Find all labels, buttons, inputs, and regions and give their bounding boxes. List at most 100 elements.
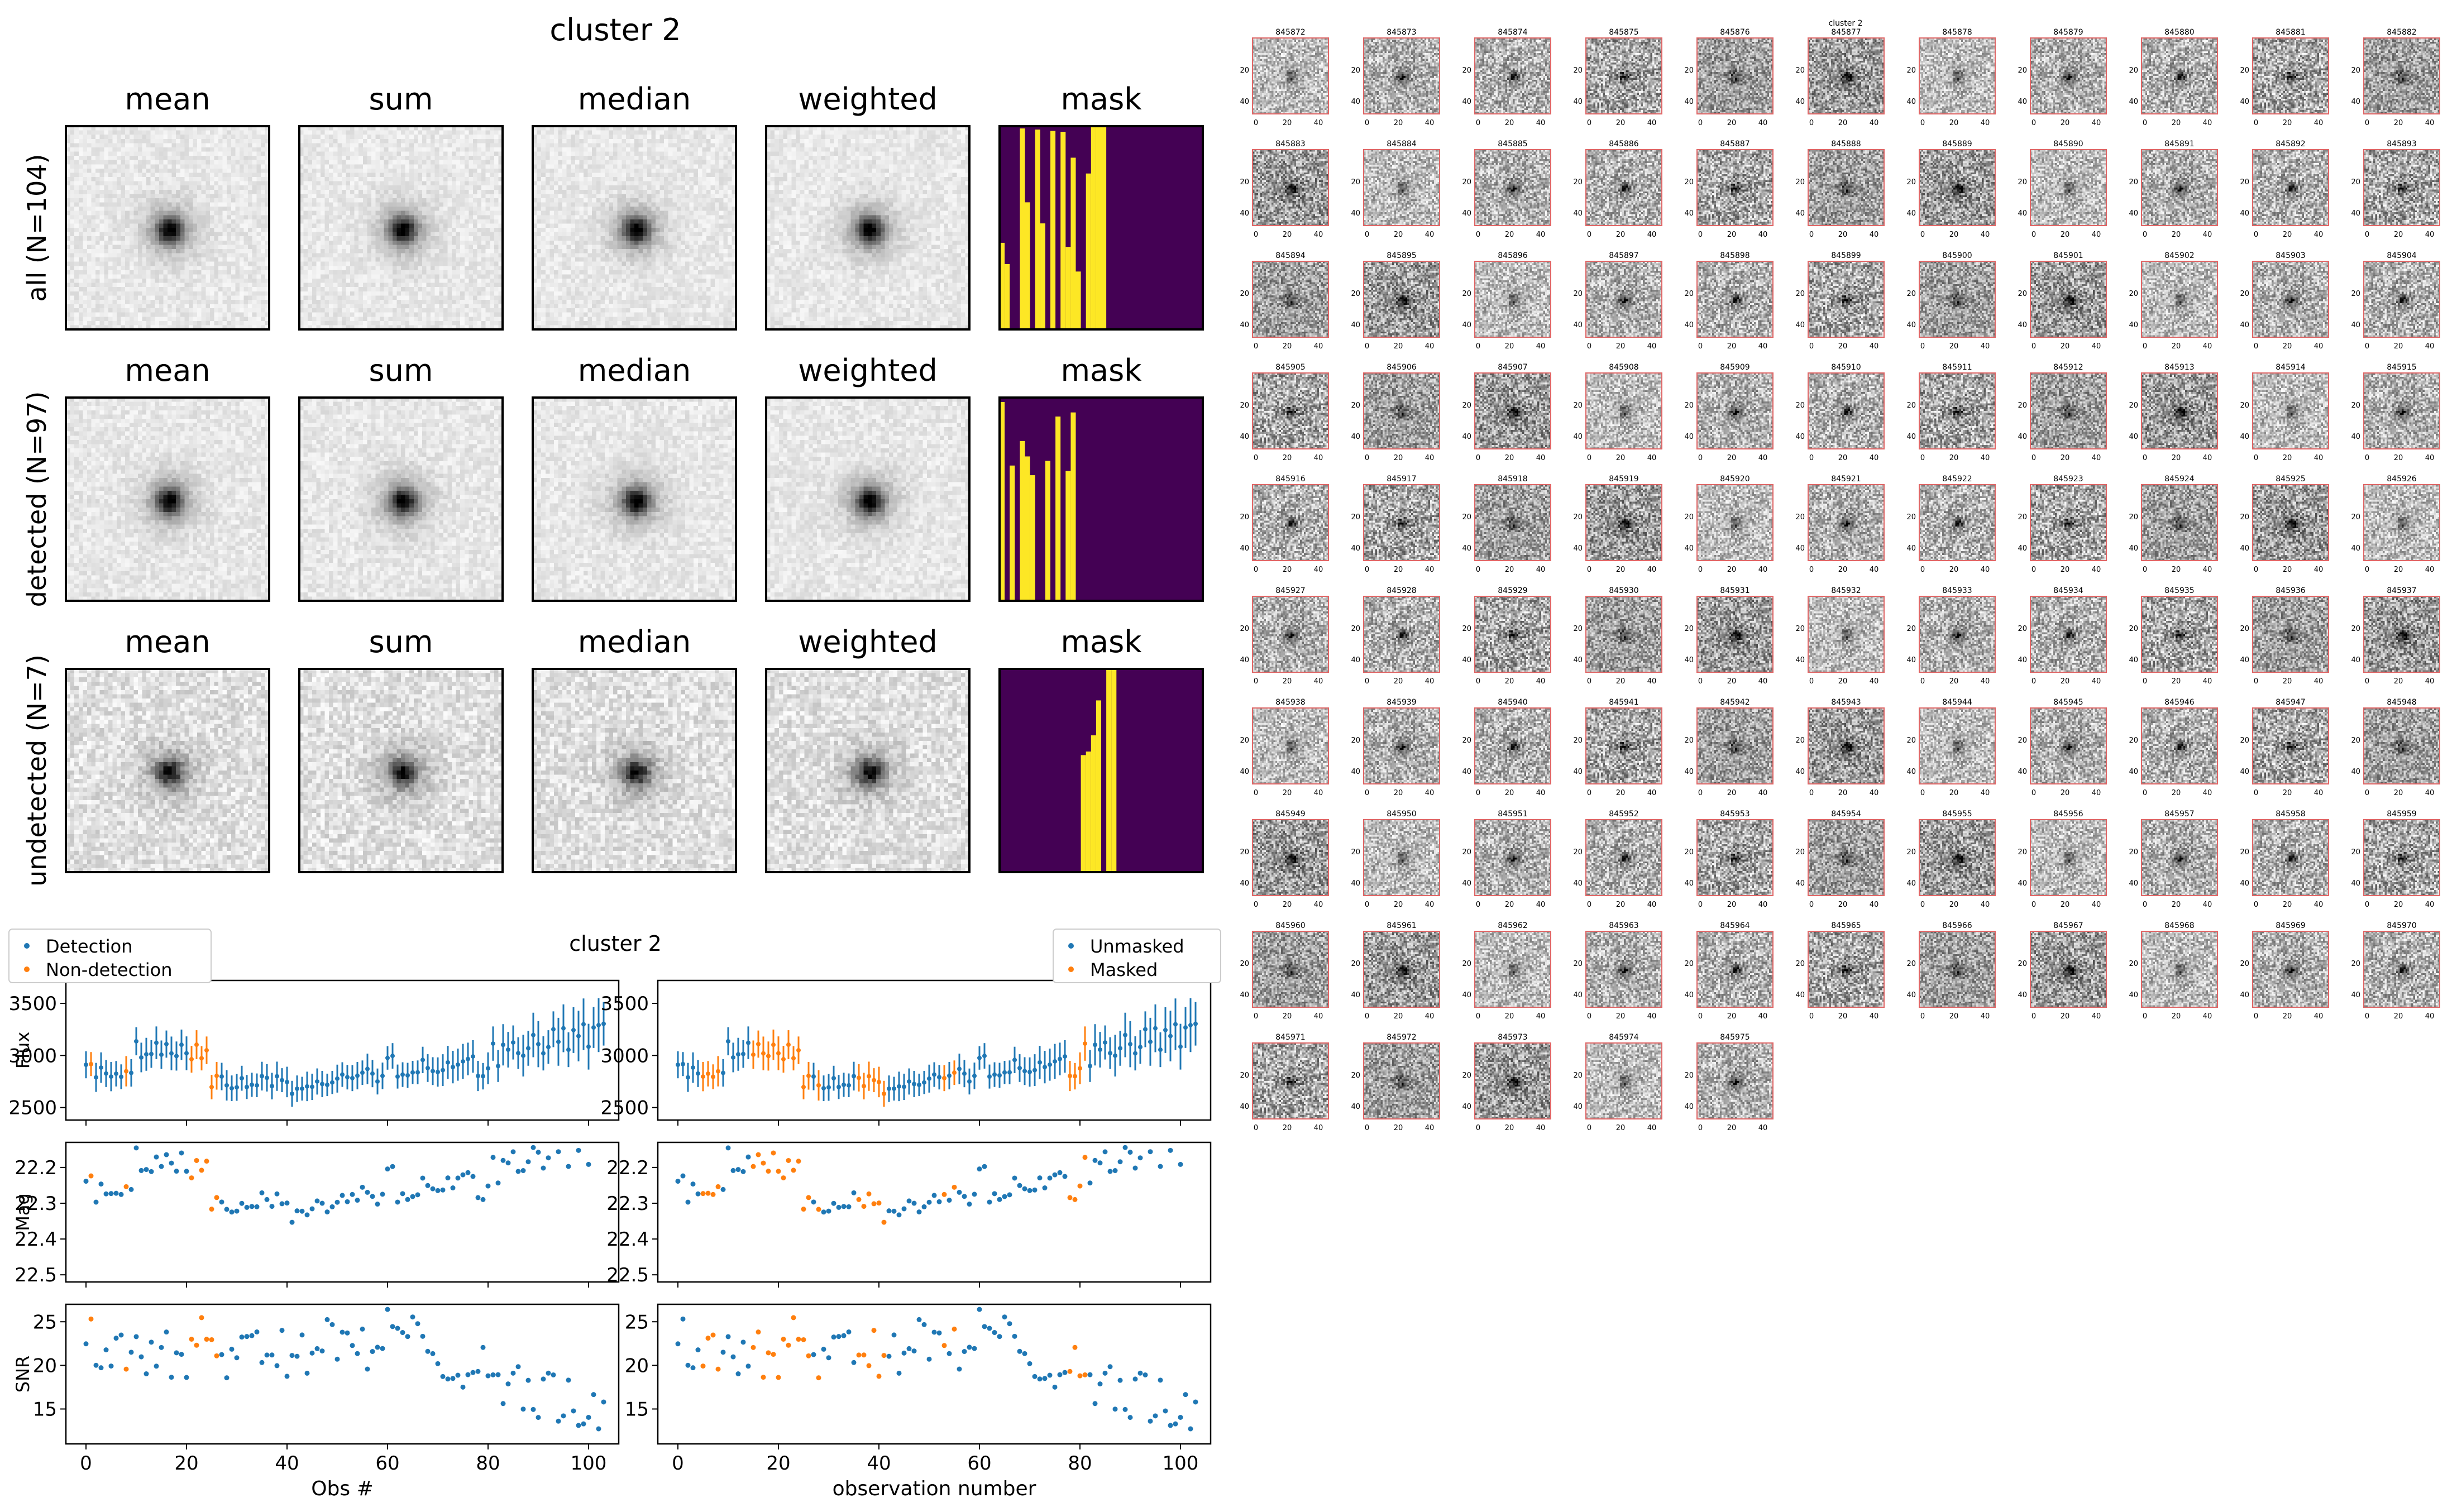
data-point xyxy=(410,1194,415,1199)
cutout-y-tick: 40 xyxy=(1795,98,1805,106)
cutout-y-tick: 20 xyxy=(2240,625,2249,633)
data-point xyxy=(385,1307,390,1312)
cutout-frame xyxy=(1474,707,1551,784)
cutout-image xyxy=(1364,150,1440,226)
cutout-x-tick: 0 xyxy=(1809,231,1814,239)
data-point xyxy=(1128,1042,1132,1047)
cutout-frame xyxy=(1363,37,1440,114)
cutout-image xyxy=(1364,931,1440,1007)
cutout-id: 845963 xyxy=(1609,921,1638,930)
legend-label: Masked xyxy=(1090,959,1158,980)
cutout-frame xyxy=(1696,596,1774,673)
cutout-x-tick: 20 xyxy=(2394,677,2403,686)
data-point xyxy=(360,1184,365,1190)
cutout-y-tick: 20 xyxy=(2240,401,2249,410)
cutout-id: 845926 xyxy=(2387,475,2417,484)
data-point xyxy=(705,1336,711,1341)
cutout-x-tick: 0 xyxy=(2031,789,2036,797)
cutout-image xyxy=(2141,820,2217,896)
cutout-y-tick: 40 xyxy=(1906,544,1916,553)
cutout-frame xyxy=(1696,707,1774,784)
cutout-y-tick: 20 xyxy=(1462,66,1471,75)
cutout-image xyxy=(1253,373,1328,449)
cutout-x-tick: 20 xyxy=(1838,1012,1848,1021)
cutout-y-tick: 40 xyxy=(2351,656,2360,664)
cutout-y-tick: 20 xyxy=(1351,290,1360,298)
cutout-x-tick: 20 xyxy=(2283,454,2292,462)
cutout-x-tick: 0 xyxy=(1587,901,1591,909)
data-point xyxy=(525,1159,531,1165)
cutout-y-tick: 40 xyxy=(2018,321,2027,329)
x-tick-label: 40 xyxy=(867,1452,891,1475)
cutout-x-tick: 40 xyxy=(1536,231,1546,239)
data-point xyxy=(83,1179,89,1184)
cutout-id: 845921 xyxy=(1831,475,1861,484)
cutout-x-tick: 0 xyxy=(1365,901,1369,909)
cutout-id: 845893 xyxy=(2387,140,2416,149)
stack-column-title: mean xyxy=(125,353,210,388)
cutout-y-tick: 40 xyxy=(2351,433,2360,441)
data-point xyxy=(1038,1060,1042,1065)
cutout-x-tick: 40 xyxy=(2203,566,2212,574)
cutout-frame xyxy=(1363,484,1440,561)
data-point xyxy=(259,1360,265,1365)
cutout-id: 845914 xyxy=(2276,363,2306,372)
cutout-y-tick: 40 xyxy=(2351,544,2360,553)
cutout-x-tick: 0 xyxy=(1476,901,1480,909)
y-tick-label: 2500 xyxy=(8,1097,57,1119)
cutout-y-tick: 20 xyxy=(1240,1071,1249,1080)
data-point xyxy=(536,1150,541,1155)
data-point xyxy=(997,1197,1002,1202)
cutout-y-tick: 40 xyxy=(1240,98,1249,106)
cutout-x-tick: 40 xyxy=(1981,342,1990,351)
cutout-y-tick: 20 xyxy=(2018,513,2027,521)
cutout-x-tick: 40 xyxy=(1647,119,1657,127)
cutout-id: 845895 xyxy=(1387,251,1416,260)
data-point xyxy=(972,1073,977,1078)
cutout-y-tick: 40 xyxy=(1351,544,1360,553)
data-point xyxy=(445,1175,451,1181)
cutout-x-tick: 0 xyxy=(1698,1012,1703,1021)
mask-bar xyxy=(1040,223,1045,329)
data-point xyxy=(786,1342,791,1348)
data-point xyxy=(1143,1027,1148,1032)
data-point xyxy=(866,1191,872,1197)
data-point xyxy=(94,1075,98,1080)
mask-bar xyxy=(1005,264,1010,329)
data-point xyxy=(249,1333,255,1338)
cutout-x-tick: 0 xyxy=(1365,1012,1369,1021)
cutout-y-tick: 20 xyxy=(1351,401,1360,410)
data-point xyxy=(340,1072,345,1077)
data-point xyxy=(842,1082,846,1087)
data-point xyxy=(139,1055,144,1060)
data-point xyxy=(987,1074,992,1079)
data-point xyxy=(801,1337,806,1342)
cutout-y-tick: 40 xyxy=(2129,209,2138,218)
cutout-x-tick: 20 xyxy=(1949,231,1959,239)
cutout-x-tick: 40 xyxy=(1425,901,1435,909)
data-point xyxy=(159,1052,164,1057)
cutout-image xyxy=(2141,931,2217,1007)
cutout-y-tick: 40 xyxy=(2018,544,2027,553)
y-tick-label: 15 xyxy=(625,1399,649,1421)
cutout-x-tick: 0 xyxy=(1698,901,1703,909)
cutout-id: 845965 xyxy=(1831,921,1861,930)
data-point xyxy=(485,1183,491,1189)
data-point xyxy=(936,1330,942,1336)
data-point xyxy=(435,1361,441,1366)
cutout-y-tick: 20 xyxy=(1240,848,1249,857)
cutout-x-tick: 0 xyxy=(2254,789,2258,797)
cutout-y-tick: 40 xyxy=(1795,321,1805,329)
cutout-y-tick: 20 xyxy=(1351,625,1360,633)
cutout-y-tick: 20 xyxy=(1795,625,1805,633)
data-point xyxy=(937,1075,941,1080)
cutout-x-tick: 0 xyxy=(2031,119,2036,127)
cutout-frame xyxy=(2252,37,2329,114)
cutout-x-tick: 0 xyxy=(2031,342,2036,351)
cutout-y-tick: 20 xyxy=(1573,625,1583,633)
y-tick-label: 3500 xyxy=(8,993,57,1015)
